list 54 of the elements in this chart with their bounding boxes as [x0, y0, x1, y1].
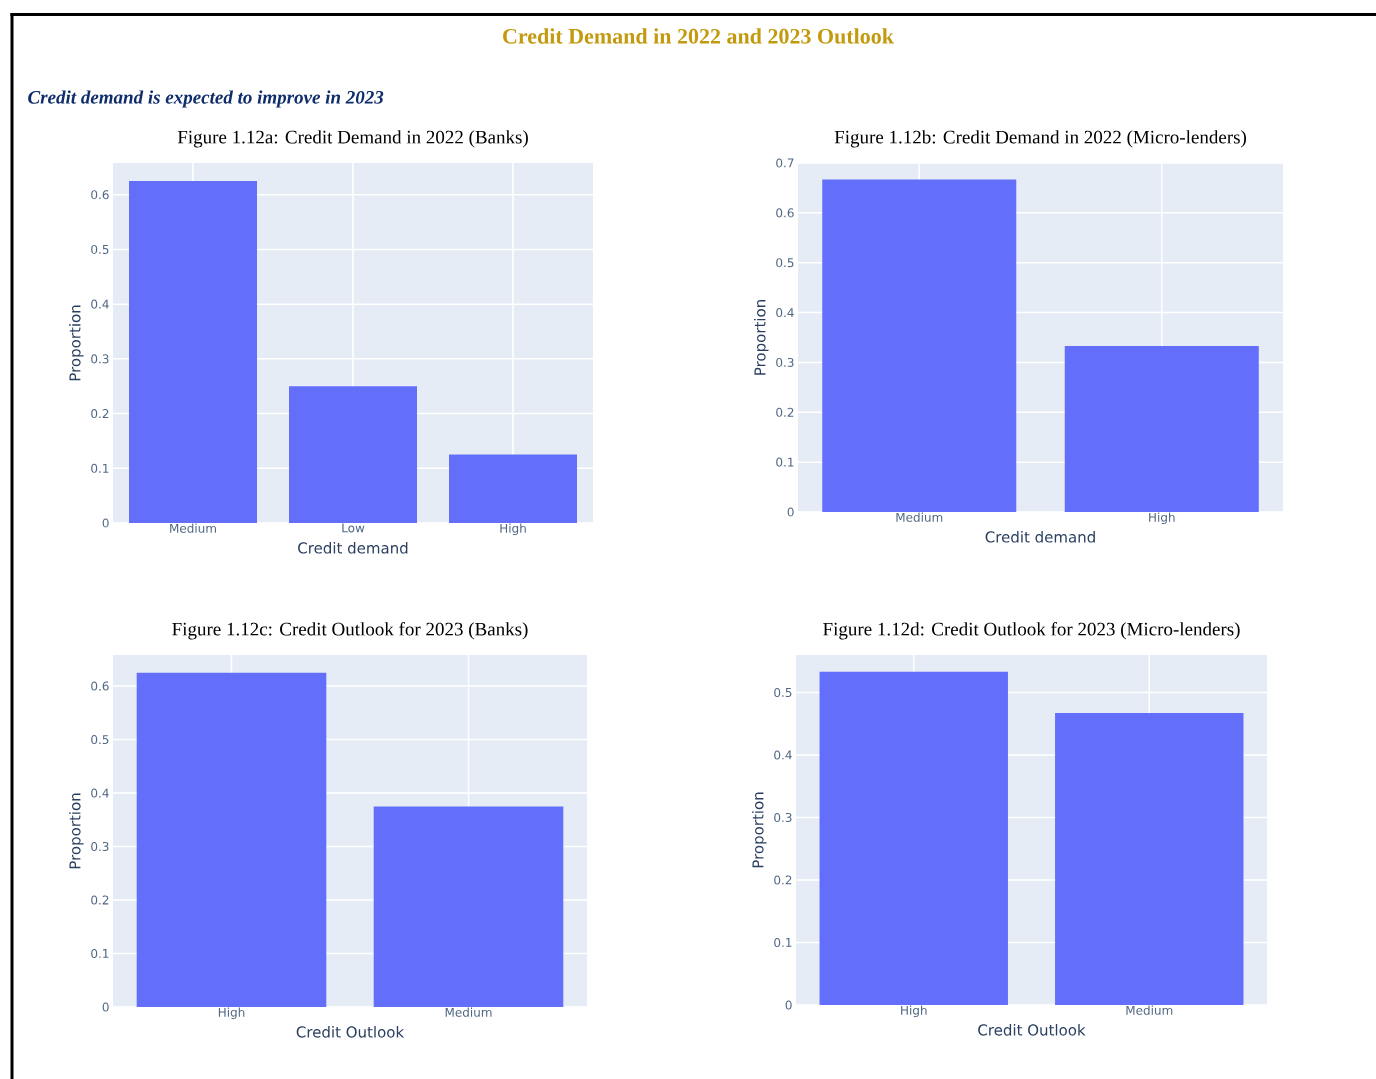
y-tick-label: 0.1	[776, 457, 794, 467]
chart-title: Figure 1.12c: Credit Outlook for 2023 (Banks)	[172, 621, 528, 640]
x-tick-label: High	[500, 523, 526, 536]
y-axis-title: Proportion	[754, 300, 769, 375]
x-axis-title: Credit Outlook	[978, 1024, 1086, 1036]
y-tick-label: 0.4	[776, 308, 794, 318]
y-tick-label: 0.2	[91, 895, 109, 905]
y-tick-label: 0.5	[91, 734, 109, 745]
x-tick-label: Low	[342, 523, 365, 533]
x-tick-label: Medium	[170, 523, 216, 533]
y-tick-label: 0.2	[774, 875, 792, 885]
y-tick-label: 0.1	[91, 463, 109, 473]
y-tick-label: 0.6	[776, 208, 794, 218]
x-tick-label: High	[218, 1007, 245, 1020]
x-tick-label: High	[901, 1005, 927, 1018]
y-axis-title: Proportion	[752, 792, 767, 868]
y-tick-label: 0.3	[91, 841, 109, 852]
y-tick-label: 0.5	[91, 244, 109, 254]
y-axis-title: Proportion	[69, 305, 84, 381]
chart-title: Figure 1.12a: Credit Demand in 2022 (Banks)	[177, 130, 528, 148]
x-axis-title: Credit Outlook	[296, 1026, 405, 1038]
chart-title: Figure 1.12b: Credit Demand in 2022 (Micro-lenders)	[834, 130, 1247, 148]
y-tick-label: 0.4	[91, 299, 109, 309]
y-tick-label: 0.7	[776, 158, 794, 168]
y-tick-label: 0.4	[774, 750, 792, 760]
bar	[289, 386, 417, 523]
y-axis-title: Proportion	[69, 793, 84, 869]
y-tick-label: 0	[102, 518, 109, 528]
x-tick-label: Medium	[445, 1007, 492, 1017]
y-tick-label: 0.6	[91, 190, 109, 200]
bar	[449, 454, 577, 523]
x-tick-label: Medium	[896, 512, 943, 522]
x-axis-title: Credit demand	[298, 542, 408, 554]
y-tick-label: 0	[785, 1000, 792, 1010]
x-axis-title: Credit demand	[985, 531, 1095, 543]
y-tick-label: 0.5	[776, 258, 794, 268]
y-tick-label: 0.6	[91, 681, 109, 691]
y-tick-label: 0.1	[774, 937, 792, 948]
y-tick-label: 0.5	[774, 687, 792, 698]
y-tick-label: 0	[787, 507, 794, 517]
x-tick-label: High	[1149, 512, 1175, 525]
y-tick-label: 0	[102, 1002, 109, 1012]
bar	[129, 181, 257, 523]
text: Credit demand is expected to improve in 2023	[28, 90, 384, 108]
y-tick-label: 0.4	[91, 788, 109, 798]
x-tick-label: Medium	[1126, 1005, 1173, 1015]
y-tick-label: 0.2	[91, 409, 109, 419]
y-tick-label: 0.3	[776, 357, 794, 367]
y-tick-label: 0.2	[776, 407, 794, 417]
chart-title: Figure 1.12d: Credit Outlook for 2023 (Micro-lenders)	[823, 621, 1240, 640]
y-tick-label: 0.3	[91, 354, 109, 364]
text: Credit Demand in 2022 and 2023 Outlook	[503, 28, 894, 44]
y-tick-label: 0.1	[91, 948, 109, 959]
y-tick-label: 0.3	[774, 812, 792, 823]
